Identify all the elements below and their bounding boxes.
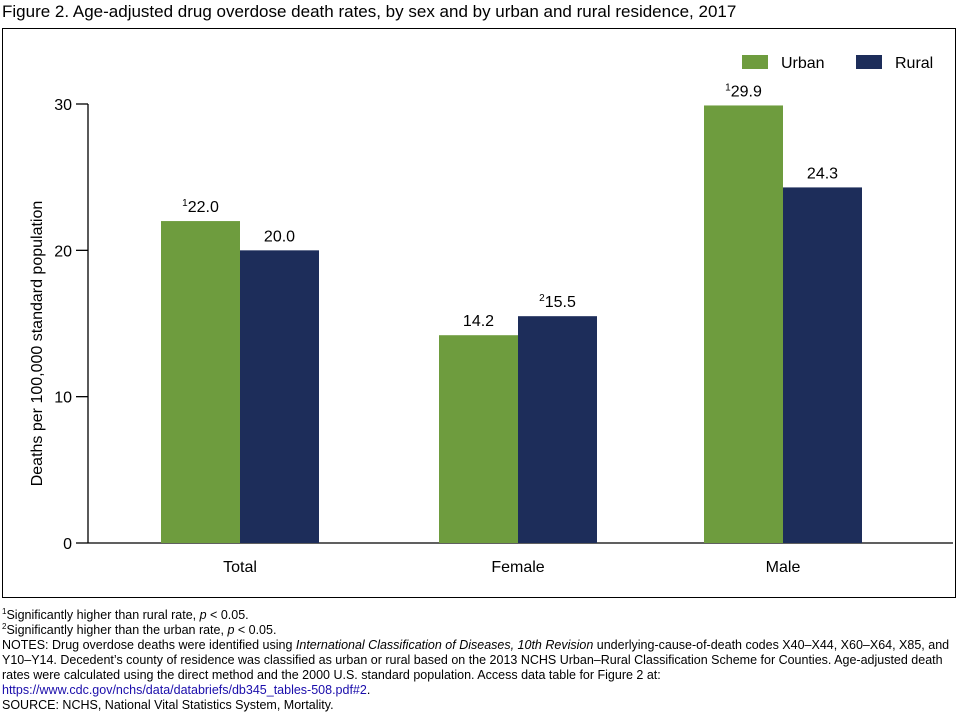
legend-label-rural: Rural <box>895 55 933 72</box>
data-table-link[interactable]: https://www.cdc.gov/nchs/data/databriefs… <box>2 683 367 697</box>
footnote-2-p: p <box>227 623 235 637</box>
bar-urban-male <box>704 105 783 544</box>
notes-body: underlying-cause-of-death codes X40–X44,… <box>2 638 950 682</box>
bar-rural-female <box>518 316 597 543</box>
notes-prefix: NOTES: Drug overdose deaths were identif… <box>2 638 296 652</box>
bar-urban-total <box>161 221 240 544</box>
x-tick-label-female: Female <box>491 559 544 576</box>
y-tick-label: 10 <box>54 390 72 407</box>
y-axis-label: Deaths per 100,000 standard population <box>29 201 46 487</box>
footnote-2-text: Significantly higher than the urban rate… <box>6 623 228 637</box>
y-tick-label: 0 <box>63 536 72 553</box>
footnote-2-marker: 2 <box>2 621 7 631</box>
data-label-rural-male: 24.3 <box>807 165 838 182</box>
legend-label-urban: Urban <box>781 55 825 72</box>
y-tick-label: 30 <box>54 97 72 114</box>
footnote-2: 2Significantly higher than the urban rat… <box>2 621 957 638</box>
footnote-1-p: p <box>199 608 207 622</box>
footnotes: 1Significantly higher than rural rate, p… <box>2 606 957 713</box>
legend-swatch-urban <box>742 55 768 69</box>
notes: NOTES: Drug overdose deaths were identif… <box>2 638 957 683</box>
data-label-superscript: 2 <box>539 293 545 304</box>
data-label-value: 22.0 <box>188 199 219 216</box>
figure-title: Figure 2. Age-adjusted drug overdose dea… <box>2 2 737 21</box>
data-label-rural-female: 215.5 <box>539 293 576 311</box>
bar-urban-female <box>439 335 518 543</box>
data-label-value: 29.9 <box>731 83 762 100</box>
chart-frame: 0 10 20 30 Deaths per 100,000 standard popul… <box>2 28 956 598</box>
data-label-superscript: 1 <box>725 82 731 93</box>
footnote-1-tail: < 0.05. <box>206 608 249 622</box>
y-tick-label: 20 <box>54 243 72 260</box>
bar-rural-total <box>240 250 319 544</box>
bar-chart: 0 10 20 30 Deaths per 100,000 standard popul… <box>29 55 953 576</box>
bar-rural-male <box>783 187 862 543</box>
footnote-2-tail: < 0.05. <box>234 623 277 637</box>
source-line: SOURCE: NCHS, National Vital Statistics … <box>2 698 334 712</box>
footnote-1-text: Significantly higher than rural rate, <box>6 608 200 622</box>
data-label-urban-male: 129.9 <box>725 82 762 100</box>
footnote-1: 1Significantly higher than rural rate, p… <box>2 606 957 623</box>
notes-icd-title: International Classification of Diseases… <box>295 638 594 652</box>
data-label-superscript: 1 <box>182 198 188 209</box>
x-tick-label-total: Total <box>223 559 257 576</box>
data-label-value: 15.5 <box>545 294 576 311</box>
footnote-1-marker: 1 <box>2 606 7 616</box>
legend-swatch-rural <box>856 55 882 69</box>
data-label-urban-total: 122.0 <box>182 198 219 216</box>
link-suffix: . <box>366 683 371 697</box>
data-table-link-line: https://www.cdc.gov/nchs/data/databriefs… <box>2 683 957 698</box>
data-label-urban-female: 14.2 <box>463 313 494 330</box>
data-label-rural-total: 20.0 <box>264 228 295 245</box>
x-tick-label-male: Male <box>766 559 801 576</box>
